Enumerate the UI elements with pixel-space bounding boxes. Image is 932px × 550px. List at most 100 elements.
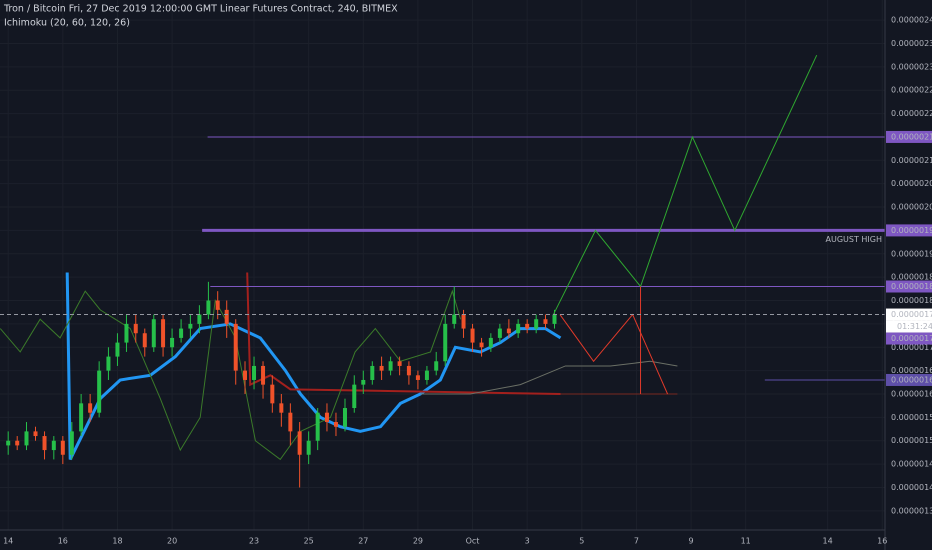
candle-body <box>443 323 448 362</box>
y-tick-label: 0.00000205 <box>891 179 932 188</box>
candle-body <box>79 403 84 432</box>
candle-body <box>42 436 47 451</box>
candle-body <box>188 323 193 329</box>
candle-body <box>206 300 211 315</box>
candle-body <box>179 328 184 338</box>
candle-body <box>370 365 375 380</box>
candle-body <box>133 323 138 334</box>
y-tick-label: 0.00000185 <box>891 273 932 282</box>
projection-line <box>559 313 669 395</box>
marker-label-box <box>886 332 932 345</box>
candle-body <box>224 309 229 324</box>
candle-body <box>415 375 420 380</box>
candle-body <box>88 403 93 413</box>
x-tick-label: 16 <box>877 537 887 546</box>
time-axis <box>0 530 885 550</box>
x-tick-label: 18 <box>112 537 122 546</box>
candle-body <box>361 379 366 385</box>
level-label: 0.00000195 <box>891 226 932 235</box>
candle-body <box>516 323 521 334</box>
candle-body <box>261 365 266 385</box>
x-tick-label: 11 <box>741 537 751 546</box>
level-label-box <box>886 373 932 386</box>
x-tick-label: 29 <box>413 537 423 546</box>
x-tick-label: 14 <box>823 537 833 546</box>
candle-body <box>69 431 74 455</box>
candle-body <box>479 342 484 348</box>
countdown-box <box>886 320 932 333</box>
candle-body <box>15 440 20 446</box>
candle-body <box>197 314 202 324</box>
y-tick-label: 0.00000165 <box>891 366 932 375</box>
candle-body <box>452 314 457 324</box>
candle-body <box>324 412 329 423</box>
projection-line <box>552 54 818 315</box>
candle-body <box>51 440 56 451</box>
y-tick-label: 0.00000235 <box>891 39 932 48</box>
x-tick-label: 9 <box>689 537 694 546</box>
candle-body <box>525 323 530 329</box>
candle-body <box>306 440 311 455</box>
x-tick-label: 25 <box>304 537 314 546</box>
level-label: 0.00000163 <box>891 375 932 384</box>
candle-body <box>24 431 29 446</box>
candle-body <box>60 440 65 455</box>
candle-body <box>506 328 511 334</box>
x-tick-label: 7 <box>634 537 639 546</box>
candle-body <box>97 370 102 413</box>
price-axis <box>885 0 932 550</box>
level-note: AUGUST HIGH <box>826 235 882 244</box>
x-tick-label: 27 <box>358 537 368 546</box>
price-label-box <box>886 308 932 321</box>
candle-body <box>215 300 220 310</box>
candle-body <box>488 337 493 348</box>
y-tick-label: 0.00000225 <box>891 86 932 95</box>
ichimoku-line <box>246 272 561 395</box>
candle-body <box>106 356 111 371</box>
candle-body <box>397 361 402 366</box>
candle-body <box>406 365 411 376</box>
candle-body <box>424 370 429 380</box>
candle-body <box>6 440 11 446</box>
x-tick-label: 23 <box>249 537 259 546</box>
candle-body <box>461 314 466 329</box>
ichimoku-line <box>420 360 678 395</box>
candle-body <box>115 342 120 357</box>
level-label-box <box>886 280 932 293</box>
x-tick-label: 20 <box>167 537 177 546</box>
candle-body <box>297 431 302 455</box>
marker-label: 0.00000177 <box>891 334 932 343</box>
candle-body <box>497 328 502 338</box>
candle-body <box>470 328 475 343</box>
candle-body <box>243 370 248 380</box>
level-label: 0.00000183 <box>891 282 932 291</box>
candle-body <box>170 337 175 348</box>
plot <box>0 54 885 488</box>
y-tick-label: 0.00000240 <box>891 16 932 25</box>
candle-body <box>33 431 38 437</box>
indicator-title: Ichimoku (20, 60, 120, 26) <box>4 18 130 29</box>
x-tick-label: 16 <box>58 537 68 546</box>
candle-body <box>352 384 357 409</box>
candle-body <box>534 319 539 329</box>
candle-body <box>270 384 275 404</box>
y-tick-label: 0.00000135 <box>891 506 932 515</box>
level-label: 0.00000215 <box>891 132 932 141</box>
candle-body <box>252 365 257 380</box>
y-tick-label: 0.00000145 <box>891 460 932 469</box>
x-tick-label: 3 <box>525 537 530 546</box>
candle-body <box>233 323 238 371</box>
candle-body <box>333 422 338 427</box>
candle-body <box>161 319 166 348</box>
